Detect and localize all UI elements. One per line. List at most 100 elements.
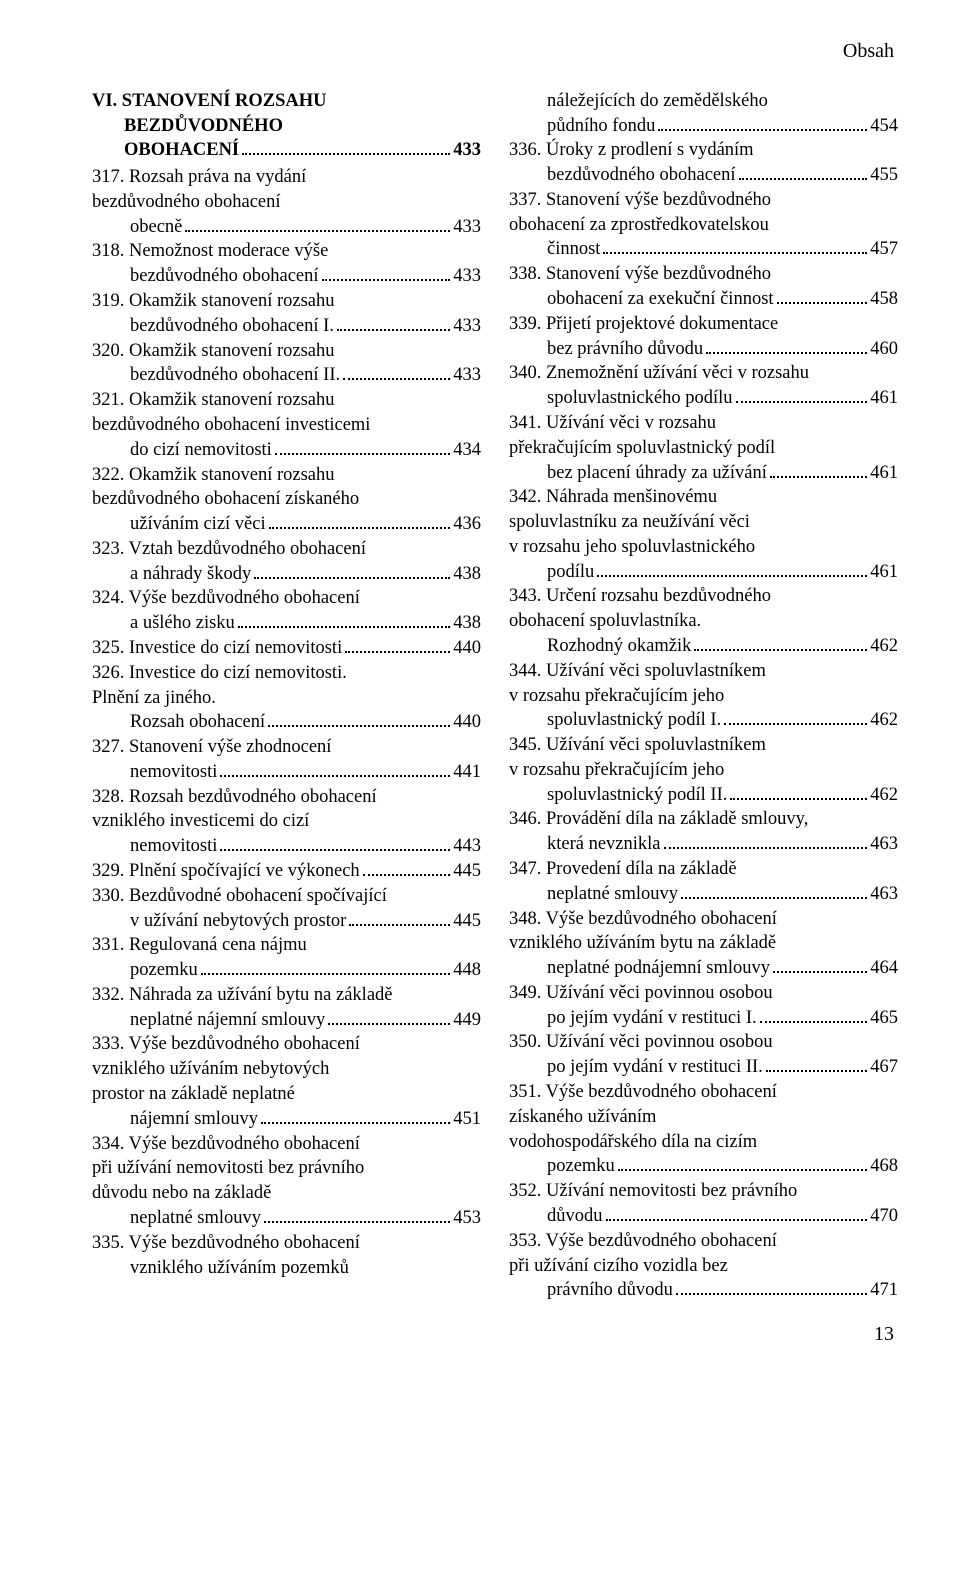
- leader-dots: [618, 1169, 867, 1171]
- entry-text: překračujícím spoluvlastnický podíl: [509, 436, 898, 461]
- leader-dots: [345, 651, 450, 653]
- leader-dots: [773, 971, 867, 973]
- toc-entry: 344. Užívání věci spoluvlastníkemv rozsa…: [509, 659, 898, 733]
- entry-text: neplatné podnájemní smlouvy: [547, 956, 770, 981]
- entry-text: vzniklého užíváním pozemků: [130, 1256, 349, 1281]
- leader-dots: [349, 924, 450, 926]
- entry-text: spoluvlastnický podíl I.: [547, 708, 721, 733]
- entry-text: 327. Stanovení výše zhodnocení: [92, 735, 481, 760]
- entry-text: 349. Užívání věci povinnou osobou: [509, 981, 898, 1006]
- toc-entry-continuation: náležejících do zemědělskéhopůdního fond…: [509, 89, 898, 139]
- toc-entry: 323. Vztah bezdůvodného obohacenía náhra…: [92, 537, 481, 587]
- entry-text: vodohospodářského díla na cizím: [509, 1130, 898, 1155]
- entry-text: pozemku: [130, 958, 198, 983]
- toc-entry: 340. Znemožnění užívání věci v rozsahusp…: [509, 361, 898, 411]
- toc-entry: 348. Výše bezdůvodného obohacenívznikléh…: [509, 907, 898, 981]
- entry-text: 323. Vztah bezdůvodného obohacení: [92, 537, 481, 562]
- leader-dots: [261, 1122, 450, 1124]
- leader-dots: [268, 725, 450, 727]
- leader-dots: [603, 252, 867, 254]
- entry-text: 347. Provedení díla na základě: [509, 857, 898, 882]
- entry-page: 467: [870, 1055, 898, 1080]
- leader-dots: [242, 153, 450, 155]
- entry-text: bezdůvodného obohacení I.: [130, 314, 334, 339]
- toc-entry: 319. Okamžik stanovení rozsahubezdůvodné…: [92, 289, 481, 339]
- entry-text: 328. Rozsah bezdůvodného obohacení: [92, 785, 481, 810]
- toc-entry: 341. Užívání věci v rozsahupřekračujícím…: [509, 411, 898, 485]
- section-number: VI. STANOVENÍ ROZSAHU: [92, 89, 327, 114]
- toc-entry: 320. Okamžik stanovení rozsahubezdůvodné…: [92, 339, 481, 389]
- entry-text: bezdůvodného obohacení: [92, 190, 481, 215]
- leader-dots: [777, 302, 868, 304]
- entry-text: po jejím vydání v restituci II.: [547, 1055, 763, 1080]
- toc-entry: 351. Výše bezdůvodného obohacenízískanéh…: [509, 1080, 898, 1179]
- entry-text: v rozsahu překračujícím jeho: [509, 758, 898, 783]
- entry-text: 322. Okamžik stanovení rozsahu: [92, 463, 481, 488]
- leader-dots: [766, 1070, 867, 1072]
- entry-page: 461: [870, 461, 898, 486]
- entry-text: nemovitosti: [130, 760, 217, 785]
- toc-entry: 343. Určení rozsahu bezdůvodnéhoobohacen…: [509, 584, 898, 658]
- entry-text: bez placení úhrady za užívání: [547, 461, 767, 486]
- entry-text: činnost: [547, 237, 600, 262]
- entry-text: nájemní smlouvy: [130, 1107, 258, 1132]
- toc-entry: 349. Užívání věci povinnou osoboupo její…: [509, 981, 898, 1031]
- entry-page: 454: [870, 114, 898, 139]
- entry-page: 461: [870, 560, 898, 585]
- entry-text: 348. Výše bezdůvodného obohacení: [509, 907, 898, 932]
- entry-text: po jejím vydání v restituci I.: [547, 1006, 757, 1031]
- entry-text: bezdůvodného obohacení: [130, 264, 319, 289]
- toc-entry: 335. Výše bezdůvodného obohacenívznikléh…: [92, 1231, 481, 1281]
- entry-text: 353. Výše bezdůvodného obohacení: [509, 1229, 898, 1254]
- entry-text: spoluvlastnický podíl II.: [547, 783, 727, 808]
- entry-text: důvodu: [547, 1204, 603, 1229]
- toc-entry: 342. Náhrada menšinovémuspoluvlastníku z…: [509, 485, 898, 584]
- toc-entry: 334. Výše bezdůvodného obohacenípři užív…: [92, 1132, 481, 1231]
- entry-text: 337. Stanovení výše bezdůvodného: [509, 188, 898, 213]
- toc-entry: 322. Okamžik stanovení rozsahubezdůvodné…: [92, 463, 481, 537]
- leader-dots: [363, 874, 451, 876]
- section-heading: VI. STANOVENÍ ROZSAHUBEZDŮVODNÉHOOBOHACE…: [92, 89, 481, 163]
- entry-page: 460: [870, 337, 898, 362]
- leader-dots: [770, 476, 867, 478]
- entry-text: spoluvlastníku za neužívání věci: [509, 510, 898, 535]
- leader-dots: [343, 378, 450, 380]
- toc-entry: 339. Přijetí projektové dokumentacebez p…: [509, 312, 898, 362]
- entry-text: bezdůvodného obohacení investicemi: [92, 413, 481, 438]
- entry-text: Plnění za jiného.: [92, 686, 481, 711]
- entry-page: 455: [870, 163, 898, 188]
- leader-dots: [322, 279, 451, 281]
- entry-text: spoluvlastnického podílu: [547, 386, 733, 411]
- leader-dots: [676, 1293, 867, 1295]
- entry-page: 436: [453, 512, 481, 537]
- entry-page: 433: [453, 215, 481, 240]
- entry-page: 448: [453, 958, 481, 983]
- entry-page: 445: [453, 909, 481, 934]
- entry-text: 317. Rozsah práva na vydání: [92, 165, 481, 190]
- entry-text: neplatné nájemní smlouvy: [130, 1008, 325, 1033]
- entry-text: 325. Investice do cizí nemovitosti: [92, 636, 342, 661]
- leader-dots: [185, 230, 450, 232]
- entry-text: užíváním cizí věci: [130, 512, 266, 537]
- entry-page: 465: [870, 1006, 898, 1031]
- leader-dots: [337, 329, 450, 331]
- entry-text: v rozsahu překračujícím jeho: [509, 684, 898, 709]
- entry-text: důvodu nebo na základě: [92, 1181, 481, 1206]
- toc-entry: 324. Výše bezdůvodného obohacenía ušlého…: [92, 586, 481, 636]
- section-title: BEZDŮVODNÉHO: [92, 114, 283, 139]
- entry-text: bezdůvodného obohacení získaného: [92, 487, 481, 512]
- entry-text: do cizí nemovitosti: [130, 438, 272, 463]
- toc-entry: 325. Investice do cizí nemovitosti440: [92, 636, 481, 661]
- entry-text: bezdůvodného obohacení II.: [130, 363, 340, 388]
- leader-dots: [724, 723, 867, 725]
- leader-dots: [238, 626, 450, 628]
- entry-text: a ušlého zisku: [130, 611, 235, 636]
- entry-page: 434: [453, 438, 481, 463]
- entry-text: 331. Regulovaná cena nájmu: [92, 933, 481, 958]
- entry-text: obohacení za zprostředkovatelskou: [509, 213, 898, 238]
- entry-text: obecně: [130, 215, 182, 240]
- toc-entry: 321. Okamžik stanovení rozsahubezdůvodné…: [92, 388, 481, 462]
- toc-entry: 327. Stanovení výše zhodnocenínemovitost…: [92, 735, 481, 785]
- leader-dots: [681, 897, 867, 899]
- entry-text: 343. Určení rozsahu bezdůvodného: [509, 584, 898, 609]
